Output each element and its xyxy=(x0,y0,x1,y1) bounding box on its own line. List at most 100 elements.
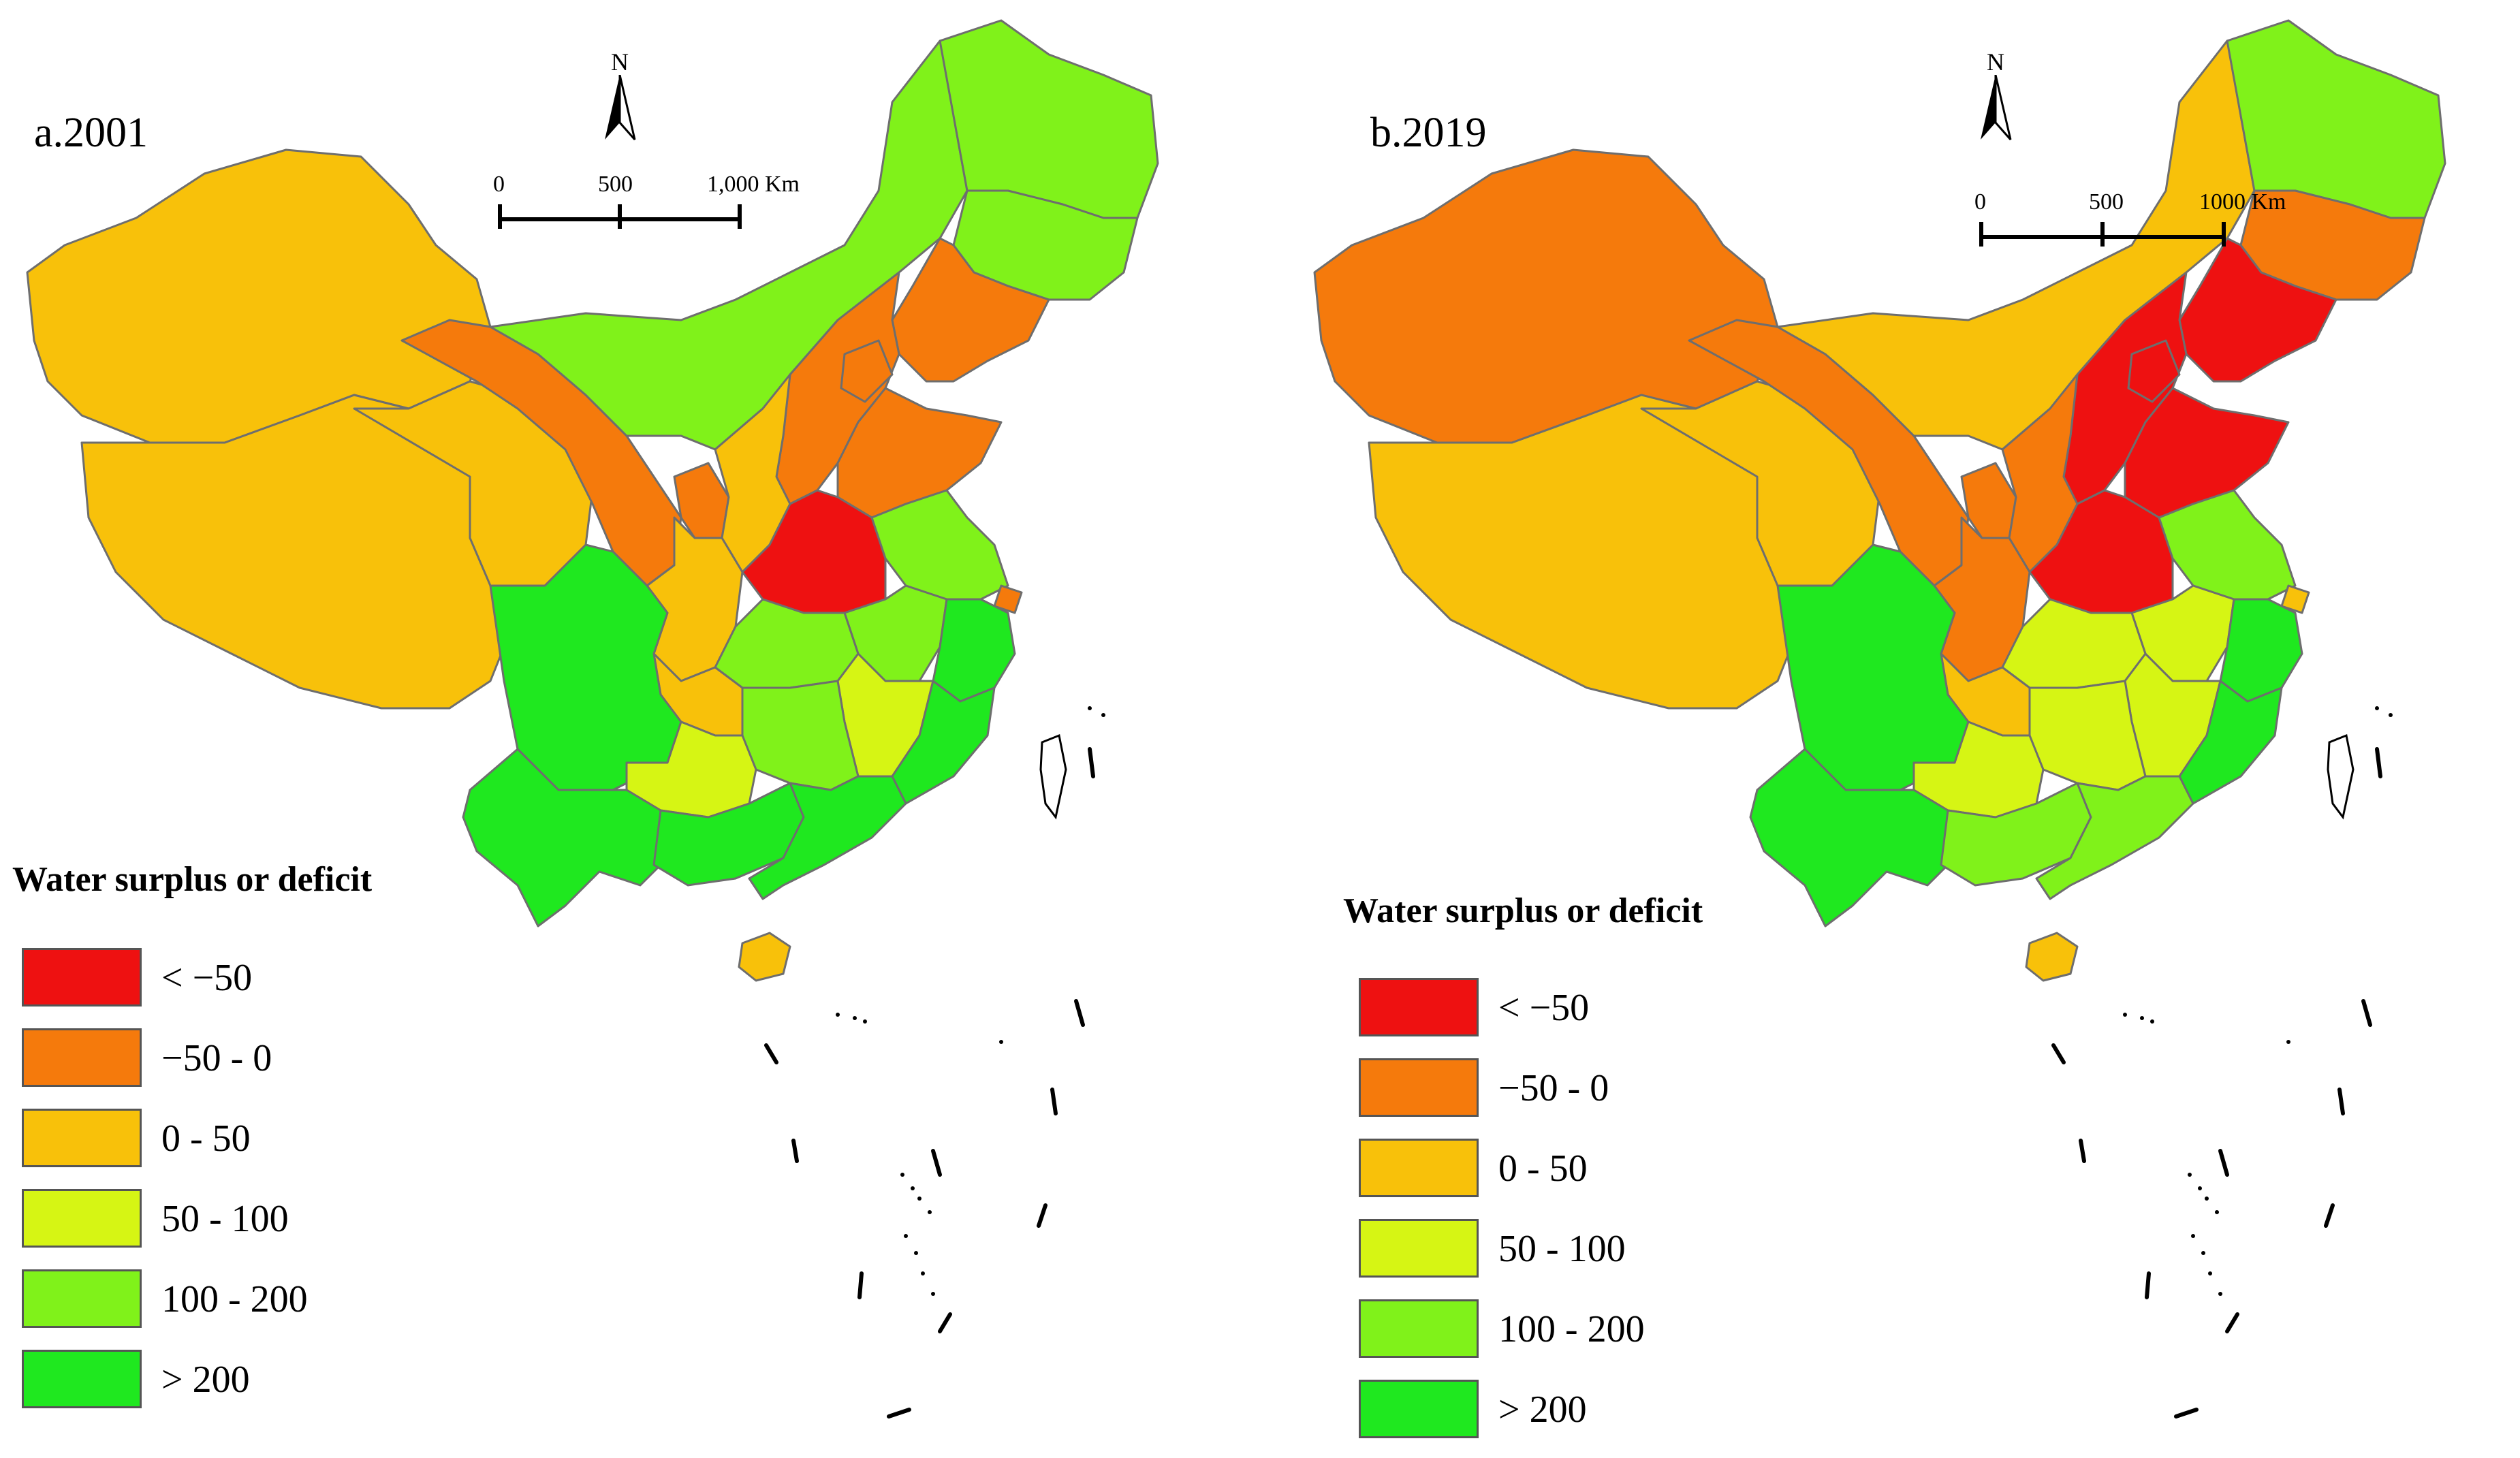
island-dot xyxy=(2191,1234,2195,1238)
island-dot xyxy=(2198,1186,2202,1190)
island-dot xyxy=(2215,1210,2219,1214)
legend-label: −50 - 0 xyxy=(161,1037,272,1079)
boundary-dash xyxy=(2225,1312,2239,1333)
boundary-dash xyxy=(1037,1203,1048,1228)
island-dot xyxy=(921,1271,925,1275)
island-dot xyxy=(1101,713,1105,717)
island-dot xyxy=(2188,1173,2192,1177)
island-dot xyxy=(917,1196,922,1201)
north-arrow-icon xyxy=(1981,75,2012,140)
boundary-dash xyxy=(931,1149,942,1177)
province-shandong xyxy=(836,387,1003,519)
island-dot xyxy=(2123,1013,2127,1017)
scale-bar-line xyxy=(1979,222,2226,247)
legend-swatch xyxy=(22,1109,142,1167)
boundary-dash xyxy=(2051,1043,2066,1064)
boundary-dash xyxy=(764,1043,778,1064)
boundary-dash xyxy=(791,1139,799,1163)
island-dot xyxy=(2150,1019,2154,1024)
panel-title: a.2001 xyxy=(34,110,148,156)
island-dot xyxy=(914,1251,918,1255)
province-hainan xyxy=(2025,932,2079,982)
province-hainan xyxy=(738,932,791,982)
legend-item: < −50 xyxy=(22,948,403,1009)
boundary-dash xyxy=(2375,747,2382,778)
legend-label: 0 - 50 xyxy=(1498,1147,1588,1190)
boundary-dash xyxy=(938,1312,952,1333)
province-guangdong xyxy=(748,775,907,900)
legend-swatch xyxy=(22,948,142,1007)
north-label: N xyxy=(611,48,629,76)
legend-title: Water surplus or deficit xyxy=(1343,891,1703,930)
legend-label: 50 - 100 xyxy=(1498,1228,1626,1270)
legend-swatch xyxy=(1359,1299,1479,1358)
province-polygons xyxy=(26,19,1159,982)
legend-item: > 200 xyxy=(22,1350,403,1411)
boundary-dash xyxy=(1074,999,1085,1027)
island-dot xyxy=(853,1016,857,1020)
legend-swatch xyxy=(1359,1058,1479,1117)
legend-title: Water surplus or deficit xyxy=(12,860,373,899)
north-arrow-icon xyxy=(605,75,636,140)
island-dot xyxy=(2205,1196,2209,1201)
province-zhejiang xyxy=(932,598,1016,703)
island-dot xyxy=(900,1173,904,1177)
boundary-dash xyxy=(2174,1408,2199,1419)
boundary-dash xyxy=(2079,1139,2086,1163)
taiwan-island xyxy=(1039,733,1067,820)
legend-item: 100 - 200 xyxy=(22,1269,403,1331)
china-map xyxy=(1313,19,2446,1419)
legend-label: 0 - 50 xyxy=(161,1118,251,1160)
scale-tick-label: 0 xyxy=(1974,189,1986,215)
island-dot xyxy=(2140,1016,2144,1020)
scale-bar: 0 500 1,000 Km xyxy=(493,172,838,247)
legend-item: < −50 xyxy=(1359,978,1740,1039)
panel-title: b.2019 xyxy=(1370,110,1487,156)
legend-swatch xyxy=(22,1189,142,1248)
scale-bar: 0 500 1000 Km xyxy=(1974,189,2319,264)
legend-item: 50 - 100 xyxy=(1359,1219,1740,1280)
island-dot xyxy=(2286,1040,2290,1044)
scale-tick-label: 500 xyxy=(598,172,633,197)
legend-swatch xyxy=(1359,1380,1479,1438)
legend-swatch xyxy=(22,1269,142,1328)
boundary-dash xyxy=(887,1408,911,1419)
legend-item: 0 - 50 xyxy=(22,1109,403,1170)
legend-label: > 200 xyxy=(1498,1389,1587,1431)
legend-label: 50 - 100 xyxy=(161,1198,289,1240)
province-yunnan xyxy=(462,748,669,928)
legend-swatch xyxy=(1359,1139,1479,1197)
legend-label: −50 - 0 xyxy=(1498,1067,1609,1109)
legend-label: 100 - 200 xyxy=(1498,1308,1645,1350)
south-china-sea-inset xyxy=(764,706,1105,1419)
scale-tick-label: 1,000 Km xyxy=(707,172,800,197)
legend-label: > 200 xyxy=(161,1359,250,1401)
island-dot xyxy=(2218,1292,2222,1296)
legend-item: > 200 xyxy=(1359,1380,1740,1441)
legend-swatch xyxy=(22,1028,142,1087)
north-arrow: N xyxy=(593,48,647,150)
north-label: N xyxy=(1987,48,2004,76)
boundary-dash xyxy=(2324,1203,2335,1228)
province-heilongjiang xyxy=(2226,19,2446,219)
province-xinjiang xyxy=(1313,148,1779,444)
south-china-sea-inset xyxy=(2051,706,2393,1419)
island-dot xyxy=(999,1040,1003,1044)
island-dot xyxy=(2375,706,2379,710)
boundary-dash xyxy=(2145,1271,2151,1299)
boundary-dash xyxy=(2337,1088,2345,1115)
province-polygons xyxy=(1313,19,2446,982)
island-dot xyxy=(2208,1271,2212,1275)
island-dot xyxy=(836,1013,840,1017)
legend-swatch xyxy=(22,1350,142,1408)
scale-bar-line xyxy=(498,204,742,229)
legend-label: < −50 xyxy=(161,957,253,999)
island-dot xyxy=(2201,1251,2205,1255)
province-shanghai xyxy=(2280,584,2310,614)
province-hunan xyxy=(2028,680,2147,791)
legend-item: −50 - 0 xyxy=(1359,1058,1740,1120)
province-yunnan xyxy=(1749,748,1956,928)
province-zhejiang xyxy=(2219,598,2303,703)
legend-item: 0 - 50 xyxy=(1359,1139,1740,1200)
island-dot xyxy=(931,1292,935,1296)
